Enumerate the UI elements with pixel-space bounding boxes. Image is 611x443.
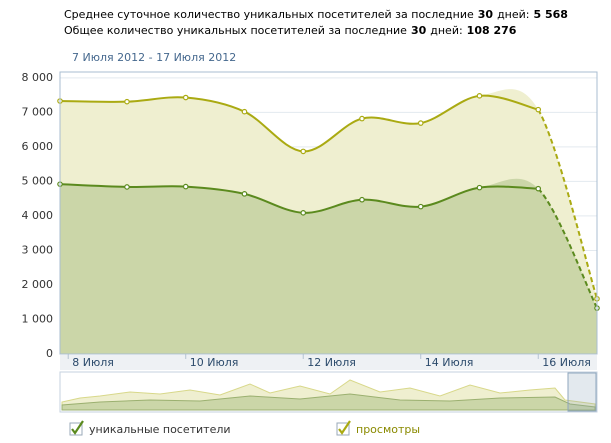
point: [182, 94, 189, 101]
legend-item[interactable]: уникальные посетители: [69, 420, 231, 436]
value: 5 568: [533, 8, 568, 21]
label: дней:: [430, 24, 463, 37]
point: [124, 98, 130, 105]
plot-border: [59, 71, 598, 355]
label: Среднее суточное количество уникальных п…: [64, 8, 474, 21]
summary-line: Среднее суточное количество уникальных п…: [64, 8, 572, 21]
date-range[interactable]: 7 Июля 2012 - 17 Июля 2012: [72, 51, 236, 64]
point: [182, 183, 189, 190]
point: [359, 115, 365, 122]
days: 30: [410, 24, 427, 37]
navigator-area: [61, 393, 596, 411]
dashed-line: [537, 109, 598, 300]
x-tick-label: 8 Июля: [72, 356, 114, 369]
point: [300, 148, 307, 155]
legend-check: [71, 420, 84, 435]
x-axis-strip: [60, 355, 597, 370]
legend-label: просмотры: [356, 423, 420, 436]
legend-check: [338, 420, 351, 435]
point: [535, 106, 542, 113]
x-tick-label: 16 Июля: [542, 356, 591, 369]
y-tick-label: 0: [46, 347, 53, 360]
y-tick-label: 6 000: [22, 140, 54, 153]
summary-line: Общее количество уникальных посетителей …: [64, 24, 520, 37]
y-tick-label: 3 000: [22, 243, 54, 256]
y-tick-label: 4 000: [22, 209, 54, 222]
point: [124, 184, 130, 190]
days: 30: [477, 8, 494, 21]
x-tick-label: 12 Июля: [307, 356, 356, 369]
value: 108 276: [466, 24, 517, 37]
point: [476, 184, 483, 191]
legend-item[interactable]: просмотры: [336, 420, 420, 436]
y-tick-label: 5 000: [22, 174, 54, 187]
point: [417, 203, 424, 210]
y-tick-label: 7 000: [22, 105, 54, 118]
y-tick-label: 2 000: [22, 278, 54, 291]
point: [476, 93, 483, 99]
point: [359, 196, 365, 203]
x-tick-label: 14 Июля: [425, 356, 474, 369]
area: [60, 178, 597, 354]
point: [417, 120, 424, 126]
navigator-window[interactable]: [567, 372, 597, 412]
point: [535, 185, 542, 192]
legend-label: уникальные посетители: [89, 423, 231, 436]
navigator[interactable]: [59, 371, 598, 413]
dashed-line: [537, 187, 598, 309]
point: [241, 191, 248, 197]
label: дней:: [497, 8, 530, 21]
y-tick-label: 8 000: [22, 71, 54, 84]
point: [241, 108, 248, 115]
point: [300, 210, 307, 216]
x-tick-label: 10 Июля: [190, 356, 239, 369]
label: Общее количество уникальных посетителей …: [64, 24, 407, 37]
y-tick-label: 1 000: [22, 312, 54, 325]
